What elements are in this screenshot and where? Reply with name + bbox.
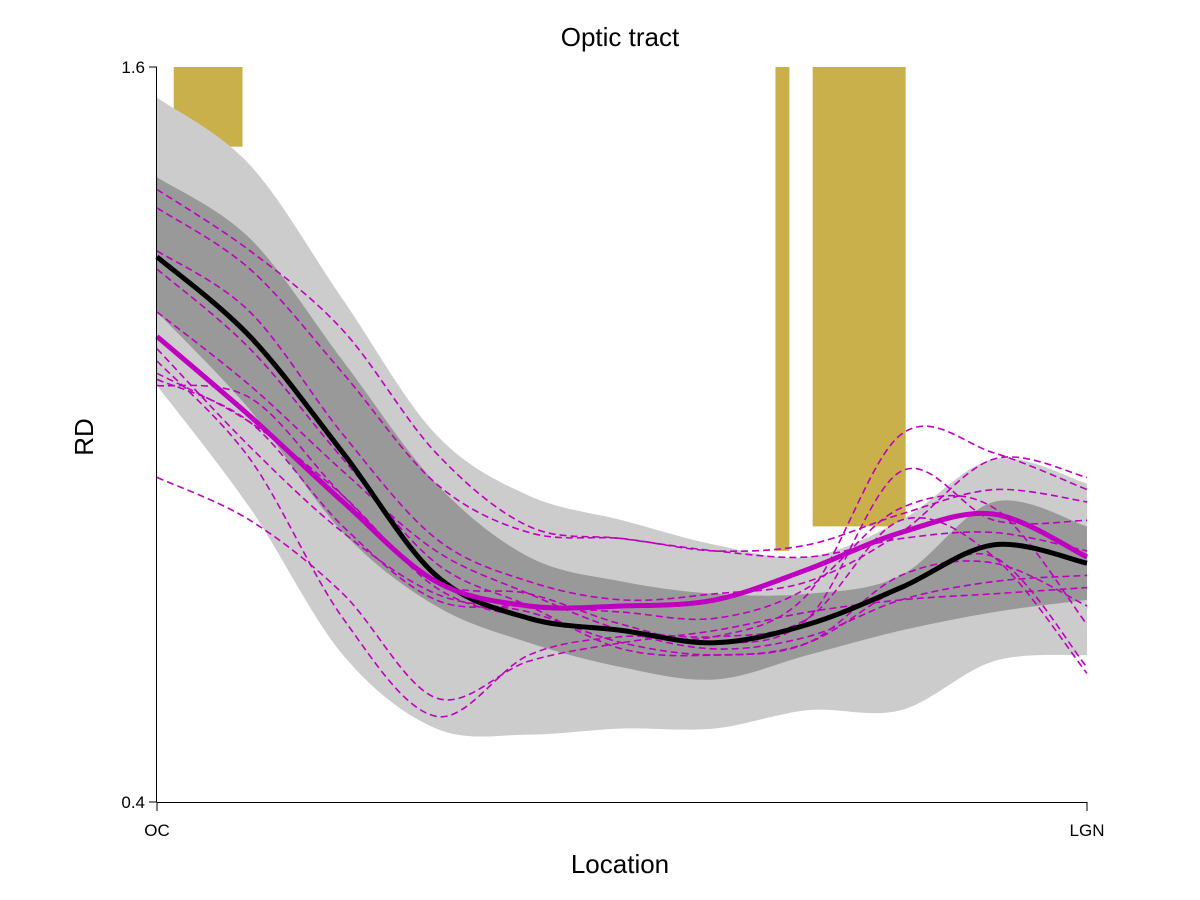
patient-individual-line (156, 250, 1088, 602)
patient-individual-line (156, 207, 1088, 553)
patient-mean-line (155, 334, 1089, 611)
patient-individual-line (156, 372, 1088, 674)
significance-region (775, 67, 790, 551)
x-axis-label: Location (571, 849, 669, 879)
patient-individual-line (156, 378, 1088, 625)
plot-area (155, 67, 1089, 737)
x-tick-label: OC (144, 821, 170, 840)
patient-individual-line (156, 268, 1088, 657)
outer-confidence-band (157, 97, 1087, 737)
chart-title: Optic tract (561, 22, 680, 52)
y-tick-label: 1.6 (121, 58, 145, 77)
patient-individual-line (156, 311, 1088, 650)
patient-individual-line (156, 360, 1088, 718)
patient-individual-line (156, 384, 1088, 644)
control-mean-line (155, 254, 1088, 646)
patient-individual-line (156, 188, 1088, 559)
patient-individual-line (156, 476, 1088, 701)
x-tick-label: LGN (1070, 821, 1105, 840)
y-axis-label: RD (69, 418, 99, 456)
significance-region (812, 67, 906, 527)
y-tick-label: 0.4 (121, 793, 145, 812)
inner-confidence-band (157, 177, 1087, 680)
axes: 1.6 0.4 OC LGN (121, 58, 1104, 840)
